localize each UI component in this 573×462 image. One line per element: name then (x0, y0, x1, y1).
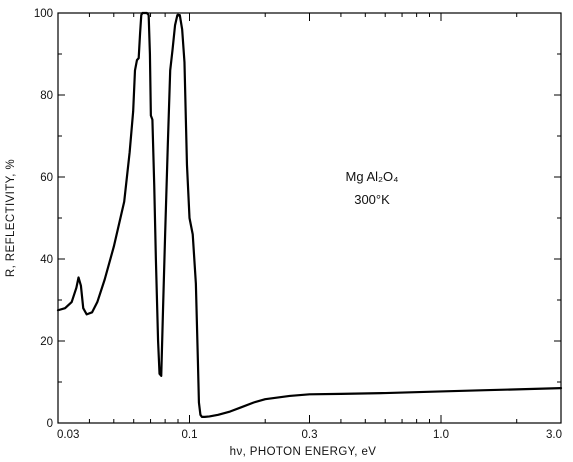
y-axis-ticks: 0 20 40 60 80 100 (34, 8, 561, 430)
y-tick-label: 40 (40, 254, 53, 266)
x-tick-label: 3.0 (546, 429, 562, 441)
x-tick-label: 1.0 (433, 429, 449, 441)
y-tick-label: 80 (40, 90, 53, 102)
x-tick-label: 0.1 (182, 429, 198, 441)
y-tick-label: 100 (34, 8, 53, 20)
x-axis-title: hν, PHOTON ENERGY, eV (230, 446, 377, 458)
y-axis-title: R, REFLECTIVITY, % (5, 159, 17, 277)
x-axis-ticks: 0.03 0.1 0.3 1.0 3.0 (57, 13, 562, 441)
x-tick-label: 0.03 (57, 429, 79, 441)
y-tick-label: 0 (47, 418, 53, 430)
x-tick-label: 0.3 (302, 429, 318, 441)
y-tick-label: 60 (40, 172, 53, 184)
y-tick-label: 20 (40, 336, 53, 348)
reflectivity-curve (56, 11, 563, 418)
annotation-temperature: 300°K (354, 192, 390, 207)
plot-frame (57, 12, 562, 424)
annotation-compound: Mg Al₂O₄ (346, 169, 399, 184)
